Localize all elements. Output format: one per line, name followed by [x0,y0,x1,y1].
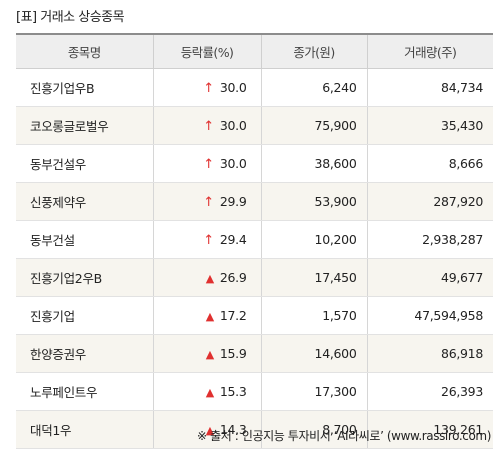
change-rate: 15.3 [219,384,247,399]
table-row: 신풍제약우 ↑ 29.9 53,900 287,920 [16,182,493,221]
closing-price: 53,900 [260,182,367,221]
closing-price: 17,300 [260,372,367,411]
arrow-up-icon: ↑ [203,118,214,134]
change-rate: 30.0 [219,79,247,95]
trading-volume: 8,666 [366,144,493,183]
closing-price: 17,450 [260,258,367,297]
closing-price: 8,700 [260,410,367,449]
closing-price: 1,570 [260,296,367,335]
trading-volume: 84,734 [366,68,493,107]
stock-name: 동부건설 [16,220,153,259]
table-row: 동부건설우 ↑ 30.0 38,600 8,666 [16,144,493,183]
table-row: 한양증권우 ▲ 15.9 14,600 86,918 [16,334,493,373]
header-volume: 거래량(주) [366,34,493,69]
header-name: 종목명 [16,34,153,69]
stock-name: 코오롱글로벌우 [16,106,153,145]
change-rate-cell: ▲ 14.3 [152,410,261,449]
stock-name: 한양증권우 [16,334,153,373]
trading-volume: 35,430 [366,106,493,145]
change-rate-cell: ↑ 30.0 [152,144,261,183]
change-rate-cell: ▲ 26.9 [152,258,261,297]
trading-volume: 86,918 [366,334,493,373]
change-rate-cell: ↑ 29.4 [152,220,261,259]
trading-volume: 49,677 [366,258,493,297]
change-rate: 26.9 [219,270,247,285]
closing-price: 14,600 [260,334,367,373]
change-rate: 14.3 [219,422,247,437]
source-note: ※ 출처 : 인공지능 투자비서 ‘AI라씨로’ (www.rassiro.co… [197,429,491,443]
trading-volume: 287,920 [366,182,493,221]
table-row: 코오롱글로벌우 ↑ 30.0 75,900 35,430 [16,106,493,145]
triangle-up-icon: ▲ [205,424,214,437]
change-rate-cell: ▲ 17.2 [152,296,261,335]
change-rate-cell: ↑ 30.0 [152,106,261,145]
change-rate-cell: ▲ 15.3 [152,372,261,411]
stock-table: 종목명 등락률(%) 종가(원) 거래량(주) 진흥기업우B ↑ 30.0 6,240… [16,33,493,449]
change-rate-cell: ▲ 15.9 [152,334,261,373]
arrow-up-icon: ↑ [203,232,214,248]
stock-name: 노루페인트우 [16,372,153,411]
arrow-up-icon: ↑ [203,194,214,210]
trading-volume: 2,938,287 [366,220,493,259]
change-rate: 29.9 [219,193,247,209]
change-rate: 15.9 [219,346,247,361]
change-rate: 17.2 [219,308,247,323]
table-row: 진흥기업2우B ▲ 26.9 17,450 49,677 [16,258,493,297]
table-row: 진흥기업우B ↑ 30.0 6,240 84,734 [16,68,493,107]
change-rate: 30.0 [219,117,247,133]
stock-name: 진흥기업우B [16,68,153,107]
stock-name: 동부건설우 [16,144,153,183]
table-row: 노루페인트우 ▲ 15.3 17,300 26,393 [16,372,493,411]
table-row: 진흥기업 ▲ 17.2 1,570 47,594,958 [16,296,493,335]
table-row: 동부건설 ↑ 29.4 10,200 2,938,287 [16,220,493,259]
header-price: 종가(원) [260,34,367,69]
triangle-up-icon: ▲ [205,348,214,361]
arrow-up-icon: ↑ [203,80,214,96]
stock-name: 진흥기업 [16,296,153,335]
change-rate: 30.0 [219,155,247,171]
page-title: [표] 거래소 상승종목 [16,10,125,25]
change-rate-cell: ↑ 29.9 [152,182,261,221]
closing-price: 6,240 [260,68,367,107]
closing-price: 38,600 [260,144,367,183]
header-rate: 등락률(%) [152,34,261,69]
stock-name: 대덕1우 [16,410,153,449]
change-rate-cell: ↑ 30.0 [152,68,261,107]
trading-volume: 139,261 [366,410,493,449]
stock-name: 신풍제약우 [16,182,153,221]
triangle-up-icon: ▲ [205,272,214,285]
trading-volume: 26,393 [366,372,493,411]
arrow-up-icon: ↑ [203,156,214,172]
closing-price: 75,900 [260,106,367,145]
table-row: 대덕1우 ▲ 14.3 8,700 139,261 [16,410,493,449]
stock-name: 진흥기업2우B [16,258,153,297]
triangle-up-icon: ▲ [205,386,214,399]
change-rate: 29.4 [219,231,247,247]
closing-price: 10,200 [260,220,367,259]
triangle-up-icon: ▲ [205,310,214,323]
table-header-row: 종목명 등락률(%) 종가(원) 거래량(주) [16,34,493,69]
trading-volume: 47,594,958 [366,296,493,335]
